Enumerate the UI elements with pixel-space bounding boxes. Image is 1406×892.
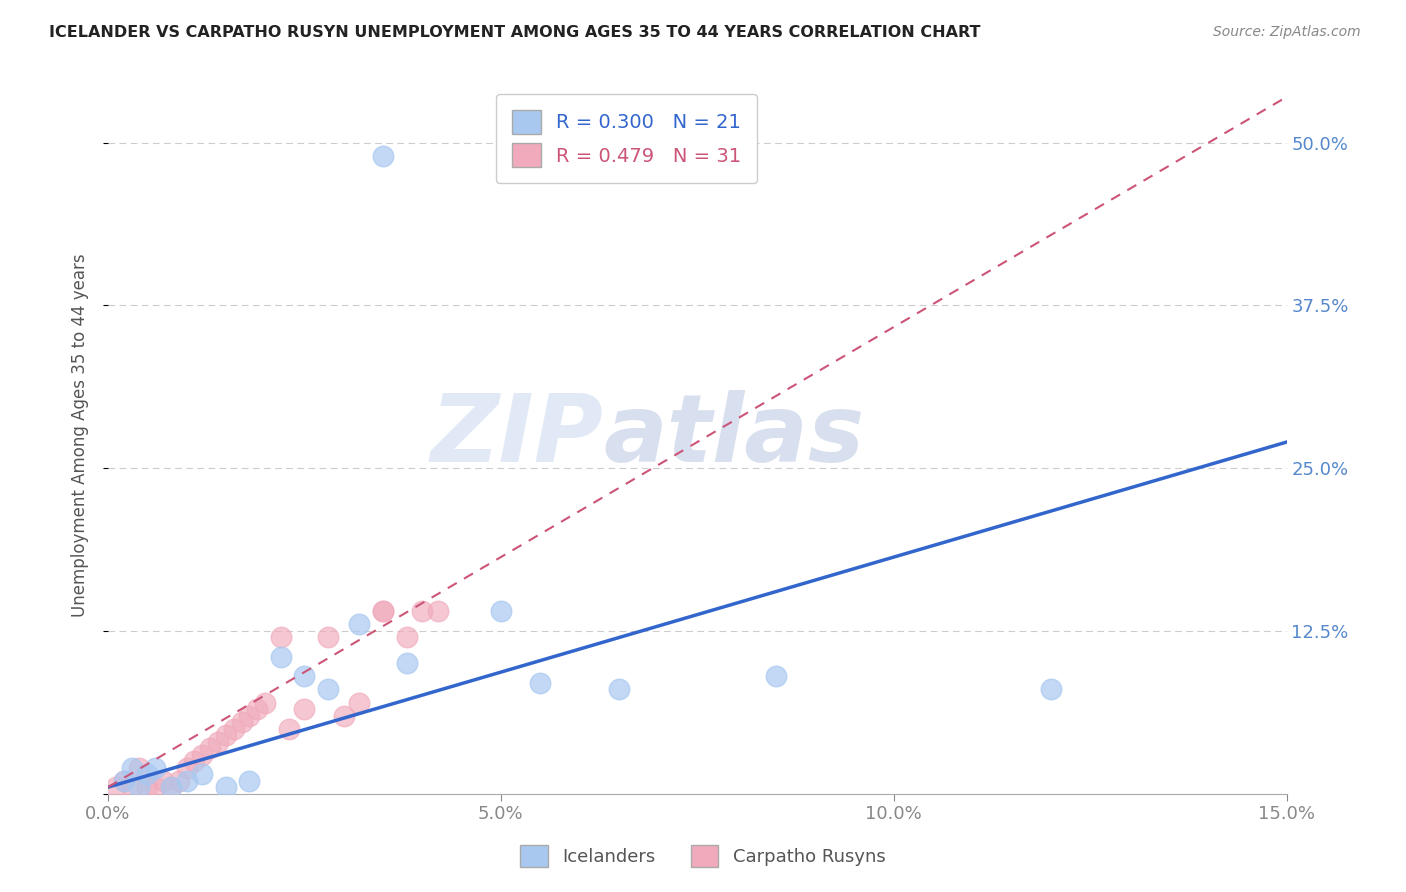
Point [143,780,166,794]
Point [238,773,260,788]
Point [371,604,394,618]
Point [316,682,339,697]
Point [529,676,551,690]
Point [607,682,630,697]
Point [371,604,394,618]
Point [270,649,292,664]
Point [1039,682,1062,697]
Point [207,734,229,748]
Legend: Icelanders, Carpatho Rusyns: Icelanders, Carpatho Rusyns [513,838,893,874]
Text: ICELANDER VS CARPATHO RUSYN UNEMPLOYMENT AMONG AGES 35 TO 44 YEARS CORRELATION C: ICELANDER VS CARPATHO RUSYN UNEMPLOYMENT… [49,25,981,40]
Point [294,702,316,716]
Point [231,714,253,729]
Point [183,754,205,768]
Point [411,604,433,618]
Point [176,773,198,788]
Point [277,722,299,736]
Point [176,761,198,775]
Point [294,669,316,683]
Point [160,780,183,794]
Point [136,780,159,794]
Point [136,767,159,781]
Point [121,761,143,775]
Point [215,728,238,742]
Point [198,741,221,756]
Point [765,669,787,683]
Point [191,767,214,781]
Point [128,761,150,775]
Point [270,631,292,645]
Point [246,702,269,716]
Point [395,631,418,645]
Point [128,780,150,794]
Text: Source: ZipAtlas.com: Source: ZipAtlas.com [1213,25,1361,39]
Point [489,604,512,618]
Point [427,604,450,618]
Text: atlas: atlas [603,390,865,482]
Legend: R = 0.300   N = 21, R = 0.479   N = 31: R = 0.300 N = 21, R = 0.479 N = 31 [496,95,756,183]
Point [349,696,371,710]
Point [238,708,260,723]
Point [332,708,354,723]
Point [143,761,166,775]
Point [191,747,214,762]
Point [316,631,339,645]
Text: ZIP: ZIP [430,390,603,482]
Point [254,696,277,710]
Point [121,780,143,794]
Point [112,773,135,788]
Point [167,773,190,788]
Y-axis label: Unemployment Among Ages 35 to 44 years: Unemployment Among Ages 35 to 44 years [72,253,89,617]
Point [152,773,174,788]
Point [222,722,245,736]
Point [112,773,135,788]
Point [215,780,238,794]
Point [349,617,371,632]
Point [160,780,183,794]
Point [395,657,418,671]
Point [371,148,394,162]
Point [104,780,127,794]
